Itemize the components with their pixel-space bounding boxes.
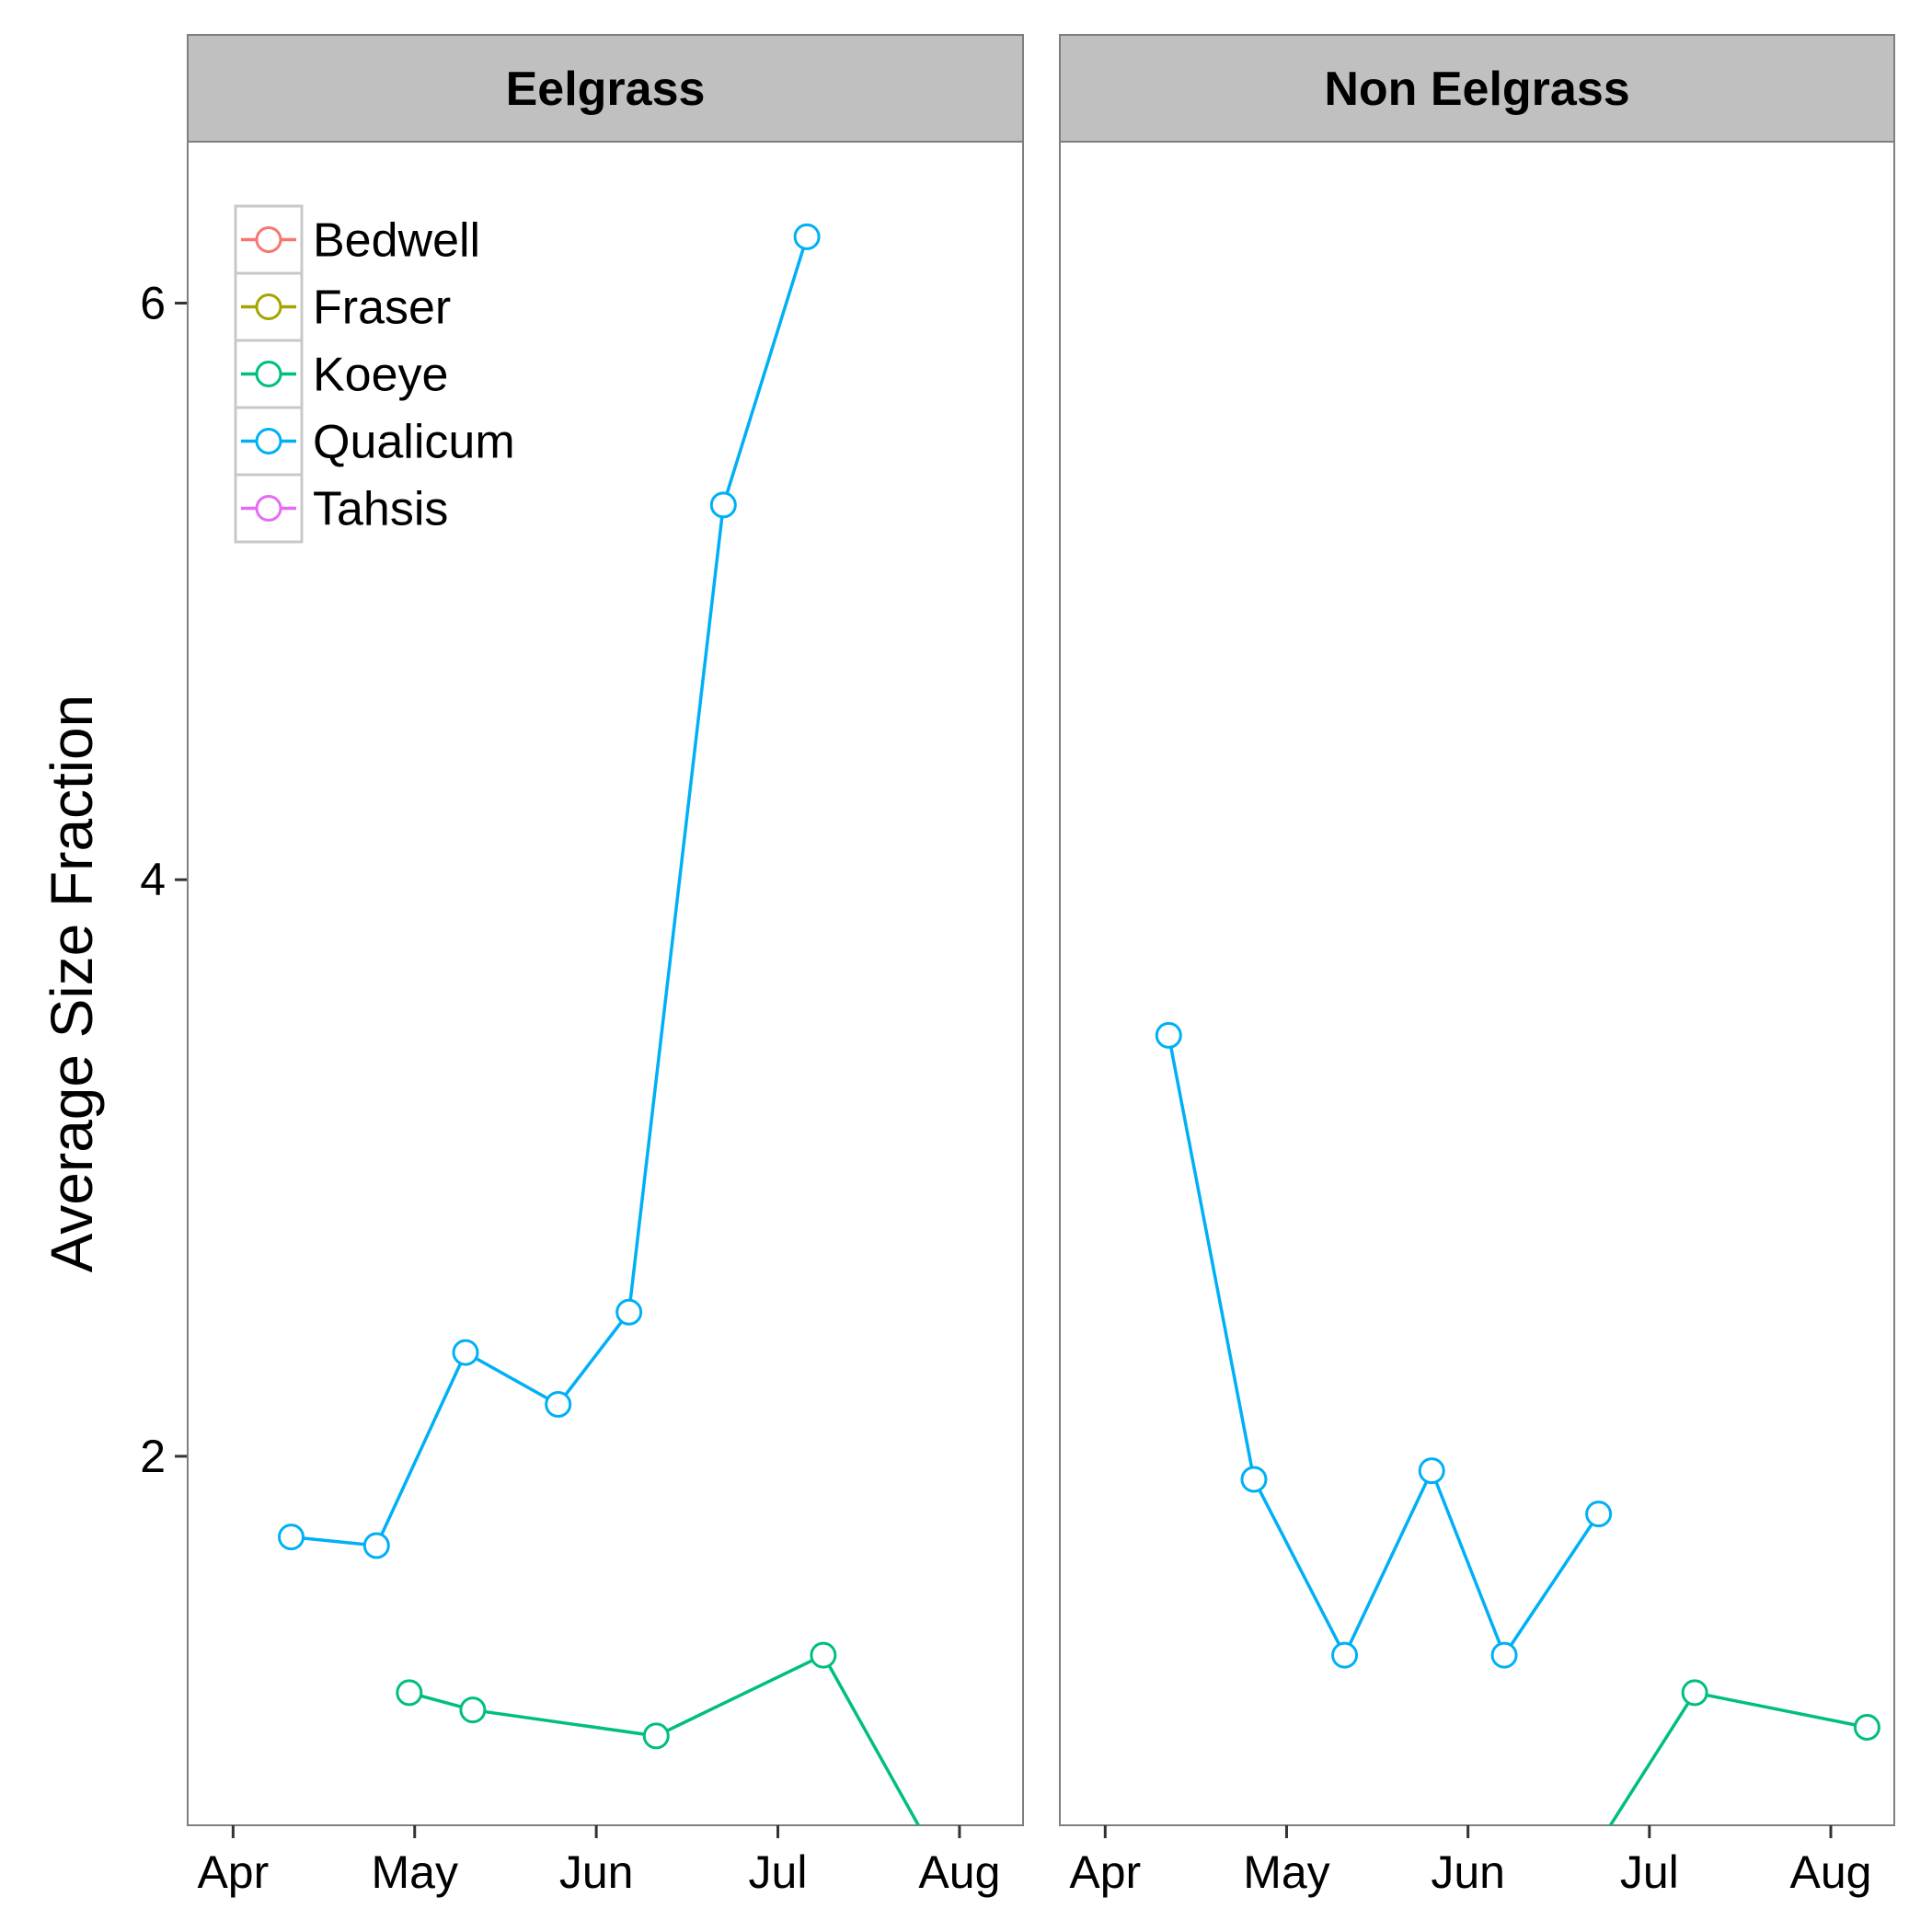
- legend-label-qualicum: Qualicum: [313, 416, 515, 469]
- data-point-bedwell: [560, 1912, 584, 1932]
- panel-series-group: [278, 223, 921, 1932]
- data-point-qualicum: [1155, 1021, 1182, 1049]
- data-point-qualicum: [1240, 1466, 1268, 1493]
- legend-label-fraser: Fraser: [313, 282, 451, 335]
- legend: Bedwell Fraser Koeye Qualicum Tahsis: [234, 204, 515, 544]
- legend-key-point: [255, 495, 282, 522]
- legend-key-point: [255, 361, 282, 387]
- data-point-bedwell: [1429, 1928, 1453, 1932]
- data-point-qualicum: [1331, 1641, 1359, 1669]
- legend-key-point: [255, 428, 282, 454]
- legend-label-koeye: Koeye: [313, 349, 448, 402]
- legend-label-bedwell: Bedwell: [313, 214, 480, 268]
- data-point-qualicum: [362, 1532, 390, 1559]
- panel-non-eelgrass: Non Eelgrass Apr May Jun Jul Aug: [1059, 34, 1895, 1932]
- series-line-bedwell: [397, 1924, 723, 1932]
- panel-series-group: [1155, 1021, 1880, 1932]
- x-tick-label: Aug: [918, 1846, 1000, 1898]
- data-point-koeye: [396, 1679, 423, 1707]
- legend-key-point: [255, 293, 282, 320]
- y-tick-label: 4: [140, 854, 166, 905]
- series-line-qualicum: [1167, 1035, 1601, 1660]
- legend-label-tahsis: Tahsis: [313, 483, 448, 536]
- data-point-koeye: [1681, 1679, 1708, 1707]
- panel-plot-area: [1059, 141, 1895, 1826]
- data-point-qualicum: [793, 223, 821, 250]
- y-tick-label: 2: [140, 1431, 166, 1482]
- x-tick-label: Jul: [1620, 1846, 1679, 1898]
- data-point-qualicum: [709, 491, 737, 519]
- data-point-qualicum: [1418, 1457, 1445, 1485]
- x-tick-label: Aug: [1790, 1846, 1872, 1898]
- data-point-qualicum: [545, 1391, 572, 1418]
- x-tick-label: Jun: [1431, 1846, 1505, 1898]
- x-tick-label: Apr: [1069, 1846, 1141, 1898]
- data-point-qualicum: [452, 1339, 479, 1366]
- data-point-qualicum: [278, 1524, 305, 1551]
- data-point-qualicum: [1490, 1641, 1518, 1669]
- panel-title: Non Eelgrass: [1324, 63, 1629, 116]
- x-tick-label: Jul: [749, 1846, 808, 1898]
- data-point-qualicum: [615, 1298, 643, 1326]
- panel-title: Eelgrass: [506, 63, 706, 116]
- data-point-qualicum: [1585, 1501, 1613, 1528]
- data-point-koeye: [459, 1696, 487, 1724]
- y-tick-label: 6: [140, 277, 166, 328]
- data-point-koeye: [642, 1722, 670, 1750]
- panel-strip: [187, 34, 1024, 143]
- data-point-koeye: [1853, 1713, 1880, 1741]
- x-tick-label: May: [372, 1846, 458, 1898]
- x-tick-label: May: [1243, 1846, 1329, 1898]
- data-point-koeye: [810, 1641, 837, 1669]
- series-line-koeye: [1608, 1690, 1868, 1825]
- x-tick-label: Apr: [197, 1846, 269, 1898]
- panel-plot-area: [187, 141, 1024, 1826]
- x-tick-label: Jun: [559, 1846, 634, 1898]
- panel-eelgrass: Eelgrass Apr May Jun Jul Aug Bedwell Fraser Koey…: [187, 34, 1024, 1932]
- legend-key-point: [255, 226, 282, 253]
- panel-strip: [1059, 34, 1895, 143]
- y-axis-title: Average Size Fraction: [39, 695, 105, 1272]
